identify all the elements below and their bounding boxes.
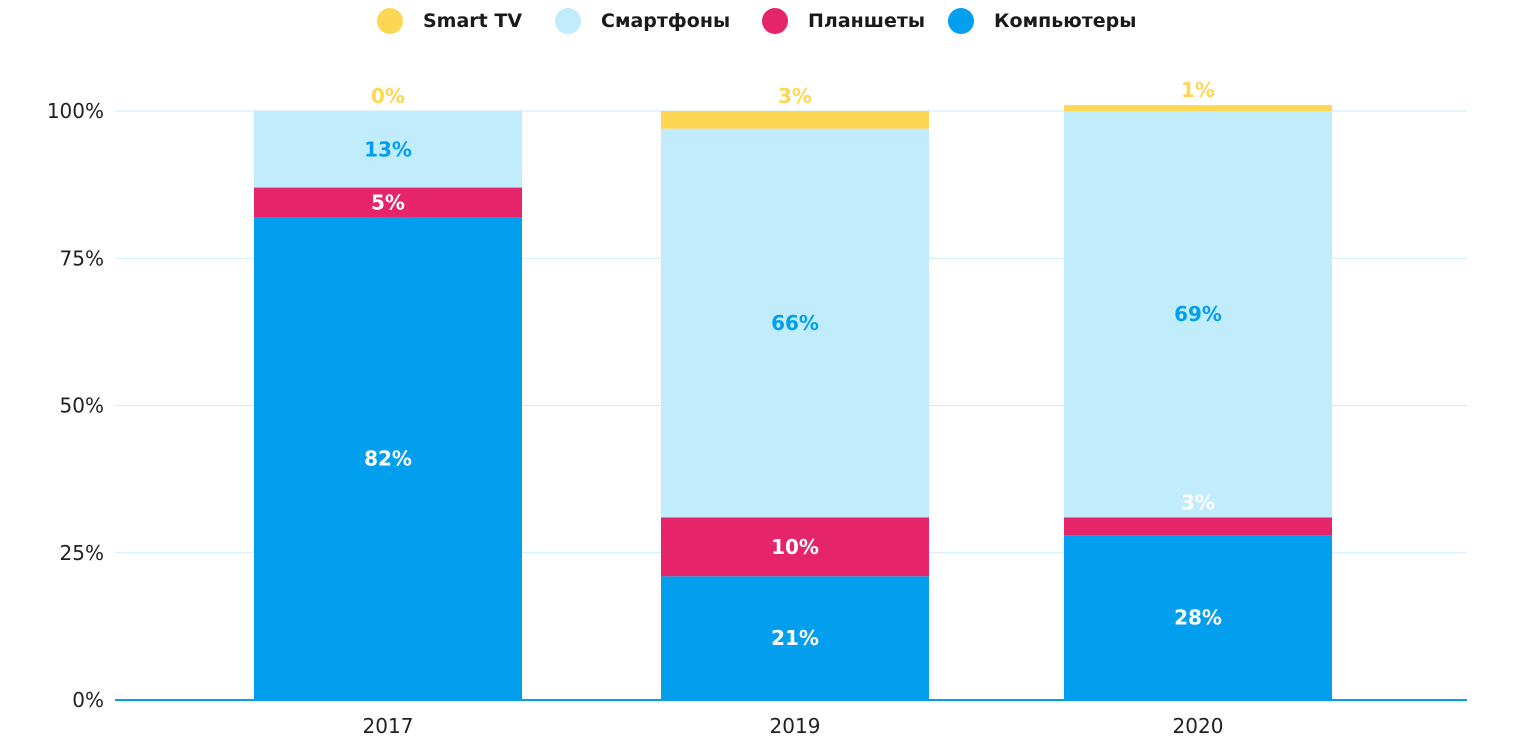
bar-segment	[254, 111, 522, 188]
legend-dot-icon	[948, 8, 974, 34]
x-axis: 2017 2019 2020	[115, 699, 1467, 738]
x-tick-label: 2020	[1173, 714, 1224, 738]
bar-segment	[1064, 517, 1332, 536]
legend-dot-icon	[762, 8, 788, 34]
bar-segment	[1064, 111, 1332, 518]
x-tick-label: 2019	[770, 714, 821, 738]
data-label: 66%	[771, 311, 819, 335]
bars	[254, 105, 1332, 700]
legend-label: Компьютеры	[994, 10, 1137, 32]
y-axis: 0% 25% 50% 75% 100%	[47, 99, 104, 712]
bar-segment	[661, 517, 929, 577]
bar-segment	[661, 128, 929, 518]
legend-label: Планшеты	[808, 10, 926, 32]
legend-label: Смартфоны	[601, 10, 731, 32]
data-labels: 82% 5% 13% 0% 21% 10% 66% 3% 28% 3% 69% 1%	[364, 78, 1222, 650]
data-label: 5%	[371, 190, 405, 214]
y-tick-label: 0%	[72, 688, 104, 712]
y-tick-label: 75%	[60, 246, 104, 270]
data-label: 69%	[1174, 302, 1222, 326]
x-tick-label: 2017	[363, 714, 414, 738]
bar-segment	[1064, 535, 1332, 700]
data-label: 3%	[778, 84, 812, 108]
legend-item-smart-tv: Smart TV	[377, 6, 522, 36]
legend-label: Smart TV	[423, 10, 523, 32]
legend-item-tablets: Планшеты	[762, 6, 925, 36]
bar-segment	[254, 187, 522, 218]
legend-item-smartphones: Смартфоны	[555, 6, 730, 36]
bar-segment	[661, 111, 929, 129]
data-label: 0%	[371, 84, 405, 108]
y-tick-label: 100%	[47, 99, 104, 123]
data-label: 28%	[1174, 606, 1222, 630]
bar-segment	[254, 217, 522, 700]
legend-dot-icon	[377, 8, 403, 34]
data-label: 13%	[364, 137, 412, 161]
data-label: 82%	[364, 447, 412, 471]
bar-segment	[1064, 105, 1332, 111]
legend-dot-icon	[555, 8, 581, 34]
legend-item-computers: Компьютеры	[948, 6, 1136, 36]
y-tick-label: 50%	[60, 394, 104, 418]
data-label: 1%	[1181, 78, 1215, 102]
legend: Smart TV Смартфоны Планшеты Компьютеры	[0, 0, 1538, 44]
bar-segment	[661, 576, 929, 700]
data-label: 3%	[1181, 490, 1215, 514]
y-tick-label: 25%	[60, 541, 104, 565]
data-label: 21%	[771, 626, 819, 650]
data-label: 10%	[771, 535, 819, 559]
